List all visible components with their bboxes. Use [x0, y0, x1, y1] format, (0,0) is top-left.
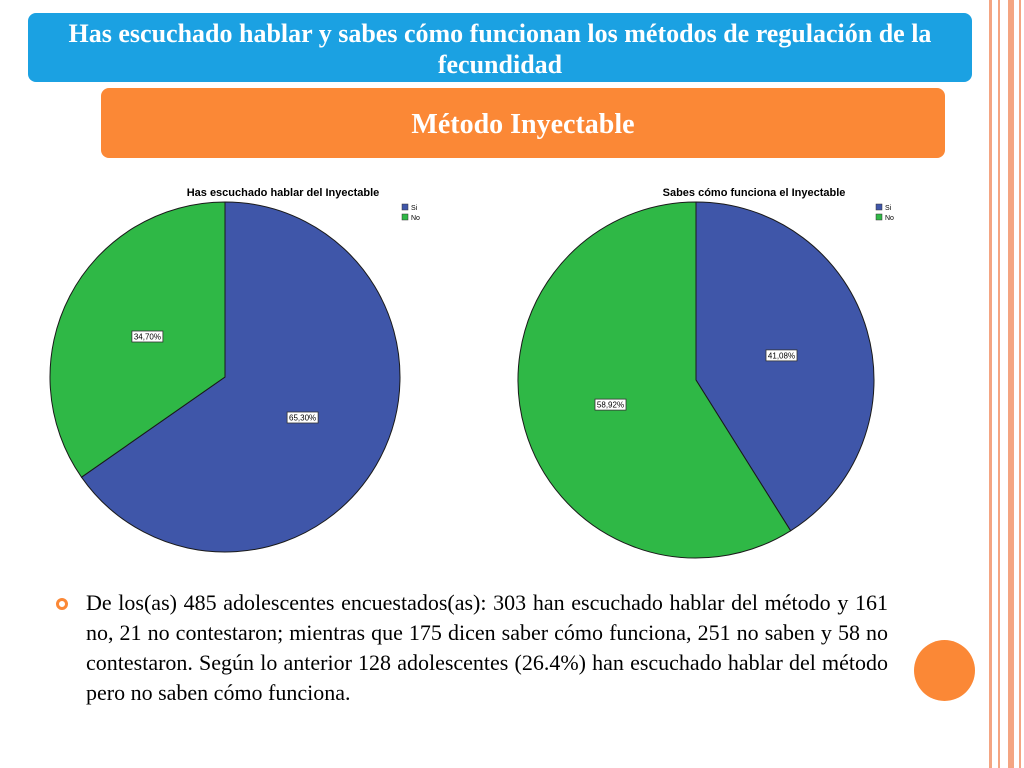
pie-slice-si [695, 201, 875, 532]
data-label-box [131, 330, 164, 343]
chart-title: Sabes cómo funciona el Inyectable [663, 187, 846, 199]
decorative-circle [914, 640, 975, 701]
side-stripe [989, 0, 992, 768]
data-label-box [594, 398, 627, 411]
data-label-box [286, 411, 319, 424]
pie-slice-no [517, 201, 792, 559]
data-label: 65,30% [289, 414, 316, 423]
side-stripe [998, 0, 1000, 768]
chart-title: Has escuchado hablar del Inyectable [187, 187, 380, 199]
data-label: 34,70% [134, 333, 161, 342]
summary-text: De los(as) 485 adolescentes encuestados(… [86, 590, 888, 705]
legend-swatch [875, 213, 883, 221]
bullet-icon [56, 598, 68, 610]
side-stripe [1019, 0, 1021, 768]
data-label: 58,92% [597, 401, 624, 410]
legend-swatch [875, 203, 883, 211]
legend-swatch [401, 213, 409, 221]
pie-slice-si [80, 201, 401, 553]
slide-subtitle: Método Inyectable [101, 88, 945, 158]
legend-label: No [885, 215, 894, 222]
legend-label: Si [411, 205, 418, 212]
slide-title: Has escuchado hablar y sabes cómo funcio… [28, 13, 972, 82]
side-stripe [1008, 0, 1014, 768]
legend-label: Si [885, 205, 892, 212]
data-label-box [765, 349, 798, 362]
charts-area: Has escuchado hablar del Inyectable 65,30… [49, 187, 894, 559]
legend-label: No [411, 215, 420, 222]
data-label: 41,08% [768, 351, 795, 360]
legend-swatch [401, 203, 409, 211]
